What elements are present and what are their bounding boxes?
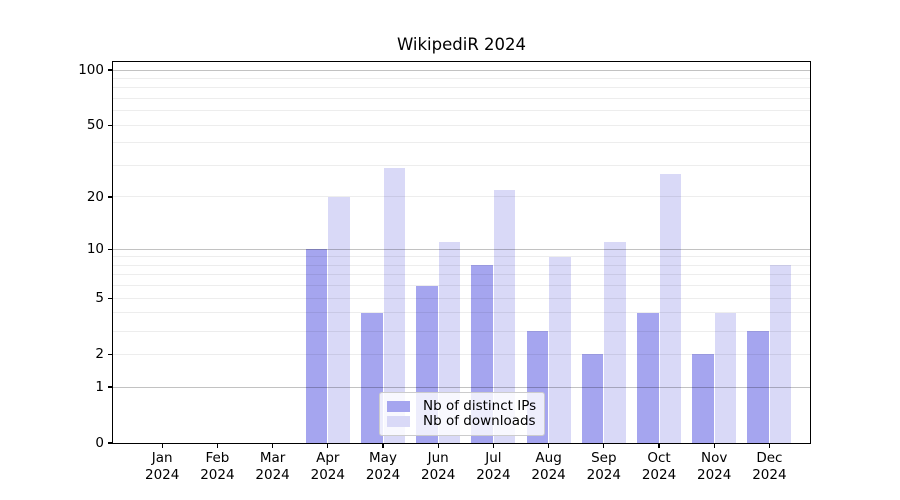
legend-label-downloads: Nb of downloads bbox=[423, 413, 536, 429]
x-tick-label-month: May bbox=[369, 450, 397, 466]
x-tick-sep bbox=[603, 444, 605, 449]
y-tick-label-0: 0 bbox=[95, 435, 104, 451]
bar-downloads-aug bbox=[549, 256, 571, 443]
x-tick-feb bbox=[216, 444, 219, 449]
x-tick-label-month: Aug bbox=[535, 450, 562, 466]
x-tick-jun bbox=[437, 444, 439, 449]
y-tick-1 bbox=[107, 386, 112, 388]
x-tick-nov bbox=[713, 444, 715, 449]
y-tick-label-50: 50 bbox=[86, 117, 104, 134]
plot-area: Nb of distinct IPs Nb of downloads bbox=[107, 61, 811, 449]
x-tick-label-month: Jun bbox=[427, 450, 449, 466]
bar-downloads-apr bbox=[328, 196, 350, 443]
x-tick-label-month: Jan bbox=[151, 450, 173, 466]
x-tick-jan bbox=[161, 444, 163, 449]
y-tick-0 bbox=[107, 442, 112, 444]
x-tick-label-year: 2024 bbox=[752, 466, 787, 483]
y-tick-20 bbox=[107, 196, 112, 198]
legend-entry-distinct-ips: Nb of distinct IPs bbox=[387, 399, 536, 414]
y-tick-label-1: 1 bbox=[95, 379, 104, 395]
x-tick-label-year: 2024 bbox=[365, 466, 401, 483]
chart-title: WikipediR 2024 bbox=[396, 35, 527, 54]
bar-distinct-ips-apr bbox=[305, 249, 328, 443]
x-tick-label-month: Jul bbox=[485, 450, 502, 466]
bar-downloads-nov bbox=[714, 312, 737, 443]
x-tick-label-nov: Nov 2024 bbox=[679, 450, 749, 483]
bar-distinct-ips-nov bbox=[692, 354, 714, 443]
y-tick-10 bbox=[107, 248, 112, 250]
bar-distinct-ips-dec bbox=[747, 331, 769, 443]
x-tick-label-year: 2024 bbox=[145, 466, 180, 483]
x-tick-label-feb: Feb 2024 bbox=[182, 450, 252, 483]
x-tick-label-jul: Jul 2024 bbox=[458, 450, 528, 483]
x-tick-label-month: Mar bbox=[259, 450, 286, 466]
bar-distinct-ips-sep bbox=[581, 354, 604, 443]
x-tick-label-year: 2024 bbox=[421, 466, 456, 483]
y-tick-label-100: 100 bbox=[78, 62, 104, 78]
x-tick-label-may: May 2024 bbox=[348, 450, 418, 483]
x-tick-label-month: Dec bbox=[756, 450, 783, 466]
x-tick-label-month: Oct bbox=[647, 450, 671, 466]
y-tick-label-10: 10 bbox=[86, 241, 104, 258]
bar-downloads-oct bbox=[659, 173, 681, 443]
x-tick-dec bbox=[768, 444, 771, 449]
x-tick-label-year: 2024 bbox=[531, 466, 566, 483]
x-tick-label-mar: Mar 2024 bbox=[238, 450, 308, 483]
bar-downloads-dec bbox=[769, 265, 792, 443]
x-tick-label-month: Feb bbox=[205, 450, 230, 466]
bars-layer bbox=[113, 62, 810, 443]
x-tick-label-jun: Jun 2024 bbox=[403, 450, 473, 483]
legend-label-distinct-ips: Nb of distinct IPs bbox=[423, 398, 537, 414]
x-tick-label-year: 2024 bbox=[200, 466, 235, 483]
x-tick-label-apr: Apr 2024 bbox=[293, 450, 363, 483]
x-tick-apr bbox=[327, 444, 329, 449]
x-tick-label-year: 2024 bbox=[586, 466, 621, 483]
y-tick-label-2: 2 bbox=[95, 346, 104, 363]
x-tick-label-month: Sep bbox=[591, 450, 617, 466]
x-tick-label-month: Apr bbox=[316, 450, 340, 466]
bar-downloads-sep bbox=[604, 242, 626, 443]
x-tick-label-month: Nov bbox=[701, 450, 728, 466]
x-tick-label-year: 2024 bbox=[255, 466, 290, 483]
x-tick-label-sep: Sep 2024 bbox=[569, 450, 639, 483]
x-tick-label-dec: Dec 2024 bbox=[734, 450, 804, 483]
x-tick-label-year: 2024 bbox=[310, 466, 345, 483]
legend-swatch-downloads bbox=[387, 416, 410, 427]
bar-downloads-may bbox=[383, 168, 405, 443]
y-tick-5 bbox=[107, 297, 112, 299]
legend: Nb of distinct IPs Nb of downloads bbox=[379, 392, 545, 436]
x-tick-mar bbox=[271, 444, 274, 449]
y-tick-label-20: 20 bbox=[86, 188, 104, 205]
x-tick-label-year: 2024 bbox=[697, 466, 732, 483]
x-tick-aug bbox=[547, 444, 550, 449]
x-tick-label-jan: Jan 2024 bbox=[127, 450, 197, 483]
y-tick-100 bbox=[107, 69, 112, 71]
x-tick-label-year: 2024 bbox=[641, 466, 677, 483]
x-tick-label-oct: Oct 2024 bbox=[624, 450, 694, 483]
x-tick-label-aug: Aug 2024 bbox=[514, 450, 584, 483]
y-tick-label-5: 5 bbox=[95, 290, 104, 307]
x-tick-oct bbox=[658, 444, 660, 449]
bar-distinct-ips-oct bbox=[637, 312, 659, 443]
x-tick-label-year: 2024 bbox=[476, 466, 511, 483]
y-axis-labels: 0 1 2 5 10 20 50 100 bbox=[0, 0, 104, 500]
bar-downloads-jul bbox=[493, 189, 516, 443]
x-tick-jul bbox=[492, 444, 495, 449]
bar-distinct-ips-may bbox=[361, 312, 383, 443]
legend-swatch-distinct-ips bbox=[387, 401, 410, 412]
y-tick-2 bbox=[107, 353, 112, 355]
ticks-layer bbox=[107, 62, 810, 449]
legend-entry-downloads: Nb of downloads bbox=[387, 414, 536, 429]
y-tick-50 bbox=[107, 124, 112, 126]
x-tick-may bbox=[382, 444, 384, 449]
